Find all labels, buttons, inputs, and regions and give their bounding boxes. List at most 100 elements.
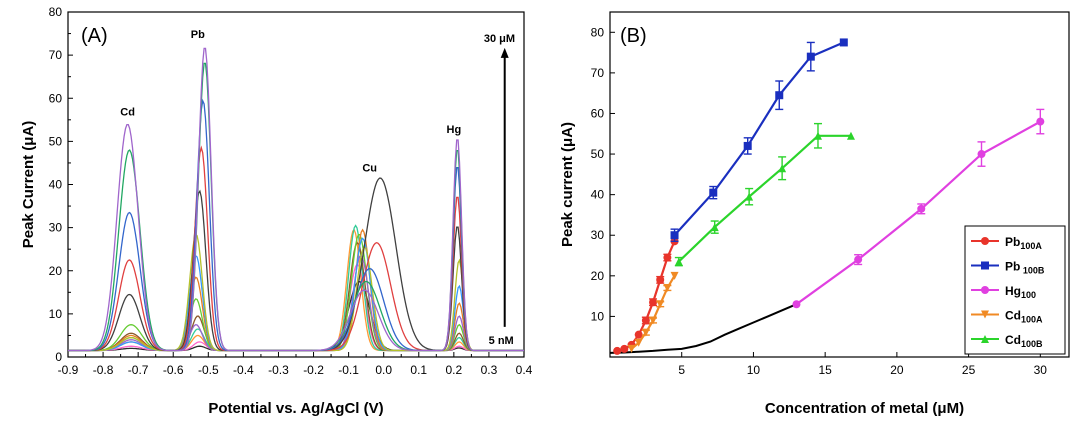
x-axis-title: Potential vs. Ag/AgCl (V) (208, 400, 383, 417)
x-tick-label: 10 (747, 363, 761, 377)
legend-name: Pb (1005, 235, 1020, 249)
x-tick-label: 0.1 (410, 363, 427, 377)
annotation: 30 μM (484, 33, 515, 45)
x-tick-label: 0.0 (375, 363, 392, 377)
y-tick-label: 80 (591, 25, 605, 39)
x-tick-label: 15 (818, 363, 832, 377)
annotation: 5 nM (489, 335, 514, 347)
legend-swatch-marker (981, 335, 989, 343)
data-point (854, 255, 863, 264)
data-point (745, 192, 754, 201)
legend-label: Pb100A (1005, 235, 1042, 251)
voltammogram-c13 (68, 98, 524, 352)
x-tick-label: 25 (962, 363, 976, 377)
legend-label: Cd100B (1005, 333, 1043, 349)
data-point (792, 300, 801, 309)
y-tick-label: 50 (591, 147, 605, 161)
legend-label: Cd100A (1005, 309, 1043, 325)
legend-name: Hg (1005, 284, 1021, 298)
data-point (620, 344, 629, 353)
data-point (656, 275, 665, 284)
baseline-curve (609, 303, 797, 354)
legend-name: Cd (1005, 309, 1021, 323)
x-tick-label: 30 (1034, 363, 1048, 377)
y-axis-title: Peak Current (μA) (20, 121, 37, 249)
y-tick-label: 70 (49, 48, 63, 62)
data-point (663, 284, 672, 292)
legend-subscript: 100B (1020, 266, 1045, 276)
y-tick-label: 60 (591, 106, 605, 120)
y-axis-title: Peak current (μA) (559, 122, 576, 247)
legend-swatch-marker (981, 261, 989, 270)
data-point (846, 131, 855, 140)
data-point (670, 231, 679, 240)
data-point (977, 150, 986, 159)
annotation: Cu (362, 163, 377, 175)
chart-a-axes: -0.9 -0.8 -0.7 -0.6 -0.5 -0.4 -0.3 -0.2 -0.1 0.0 0… (20, 5, 533, 417)
data-point (613, 346, 622, 355)
y-tick-label: 30 (591, 228, 605, 242)
x-tick-label: -0.1 (338, 363, 359, 377)
x-tick-label: 0.3 (481, 363, 498, 377)
y-tick-label: 40 (49, 178, 63, 192)
series-line-4 (678, 134, 851, 263)
chart-a: -0.9 -0.8 -0.7 -0.6 -0.5 -0.4 -0.3 -0.2 -0.1 0.0 0… (20, 5, 533, 417)
legend-name: Pb (1005, 260, 1020, 274)
annotation: Pb (191, 29, 205, 41)
data-point (778, 164, 787, 173)
legend-swatch-marker (981, 310, 989, 319)
y-tick-label: 40 (591, 188, 605, 202)
data-point (641, 328, 650, 337)
data-point (674, 257, 683, 266)
y-tick-label: 50 (49, 134, 63, 148)
chart-b-series (609, 38, 1045, 355)
legend-subscript: 100B (1021, 339, 1043, 349)
data-point (634, 338, 643, 347)
data-point (775, 91, 784, 100)
chart-b-axes: 5 10 15 20 25 30 10 20 30 40 50 60 70 80 Concentration… (559, 11, 1070, 417)
data-point (663, 253, 672, 262)
x-tick-label: 0.2 (446, 363, 463, 377)
data-point (839, 38, 848, 47)
data-point (649, 316, 658, 325)
chart-b: 5 10 15 20 25 30 10 20 30 40 50 60 70 80 Concentration… (559, 11, 1070, 417)
y-tick-label: 60 (49, 91, 63, 105)
x-axis-title: Concentration of metal (μM) (765, 400, 964, 417)
y-tick-label: 10 (591, 309, 605, 323)
chart-a-series (68, 47, 524, 352)
y-tick-label: 30 (49, 221, 63, 235)
x-tick-label: -0.8 (93, 363, 114, 377)
legend-swatch-marker (981, 237, 989, 245)
series-line-1 (673, 41, 845, 236)
x-tick-label: -0.2 (303, 363, 324, 377)
data-point (743, 141, 752, 150)
x-tick-label: -0.6 (163, 363, 184, 377)
voltammogram-c15 (68, 47, 524, 352)
x-tick-label: 0.4 (516, 363, 533, 377)
legend-subscript: 100 (1021, 290, 1036, 300)
data-point (627, 344, 636, 353)
annotation: Hg (447, 124, 462, 136)
y-tick-label: 80 (49, 5, 63, 19)
data-point (806, 52, 815, 61)
legend-label: Pb 100B (1005, 260, 1045, 276)
panel-label: (A) (81, 25, 108, 47)
legend-subscript: 100A (1021, 315, 1043, 325)
data-point (917, 204, 926, 213)
data-point (1036, 117, 1045, 126)
data-point (656, 300, 665, 309)
x-tick-label: -0.9 (58, 363, 79, 377)
data-point (641, 316, 650, 325)
data-point (670, 271, 679, 280)
x-tick-label: -0.5 (198, 363, 219, 377)
x-tick-label: -0.3 (268, 363, 289, 377)
y-tick-label: 20 (49, 264, 63, 278)
data-point (634, 330, 643, 339)
legend-label: Hg100 (1005, 284, 1036, 300)
data-point (813, 131, 822, 140)
y-tick-label: 70 (591, 66, 605, 80)
data-point (709, 188, 718, 197)
x-tick-label: -0.4 (233, 363, 254, 377)
